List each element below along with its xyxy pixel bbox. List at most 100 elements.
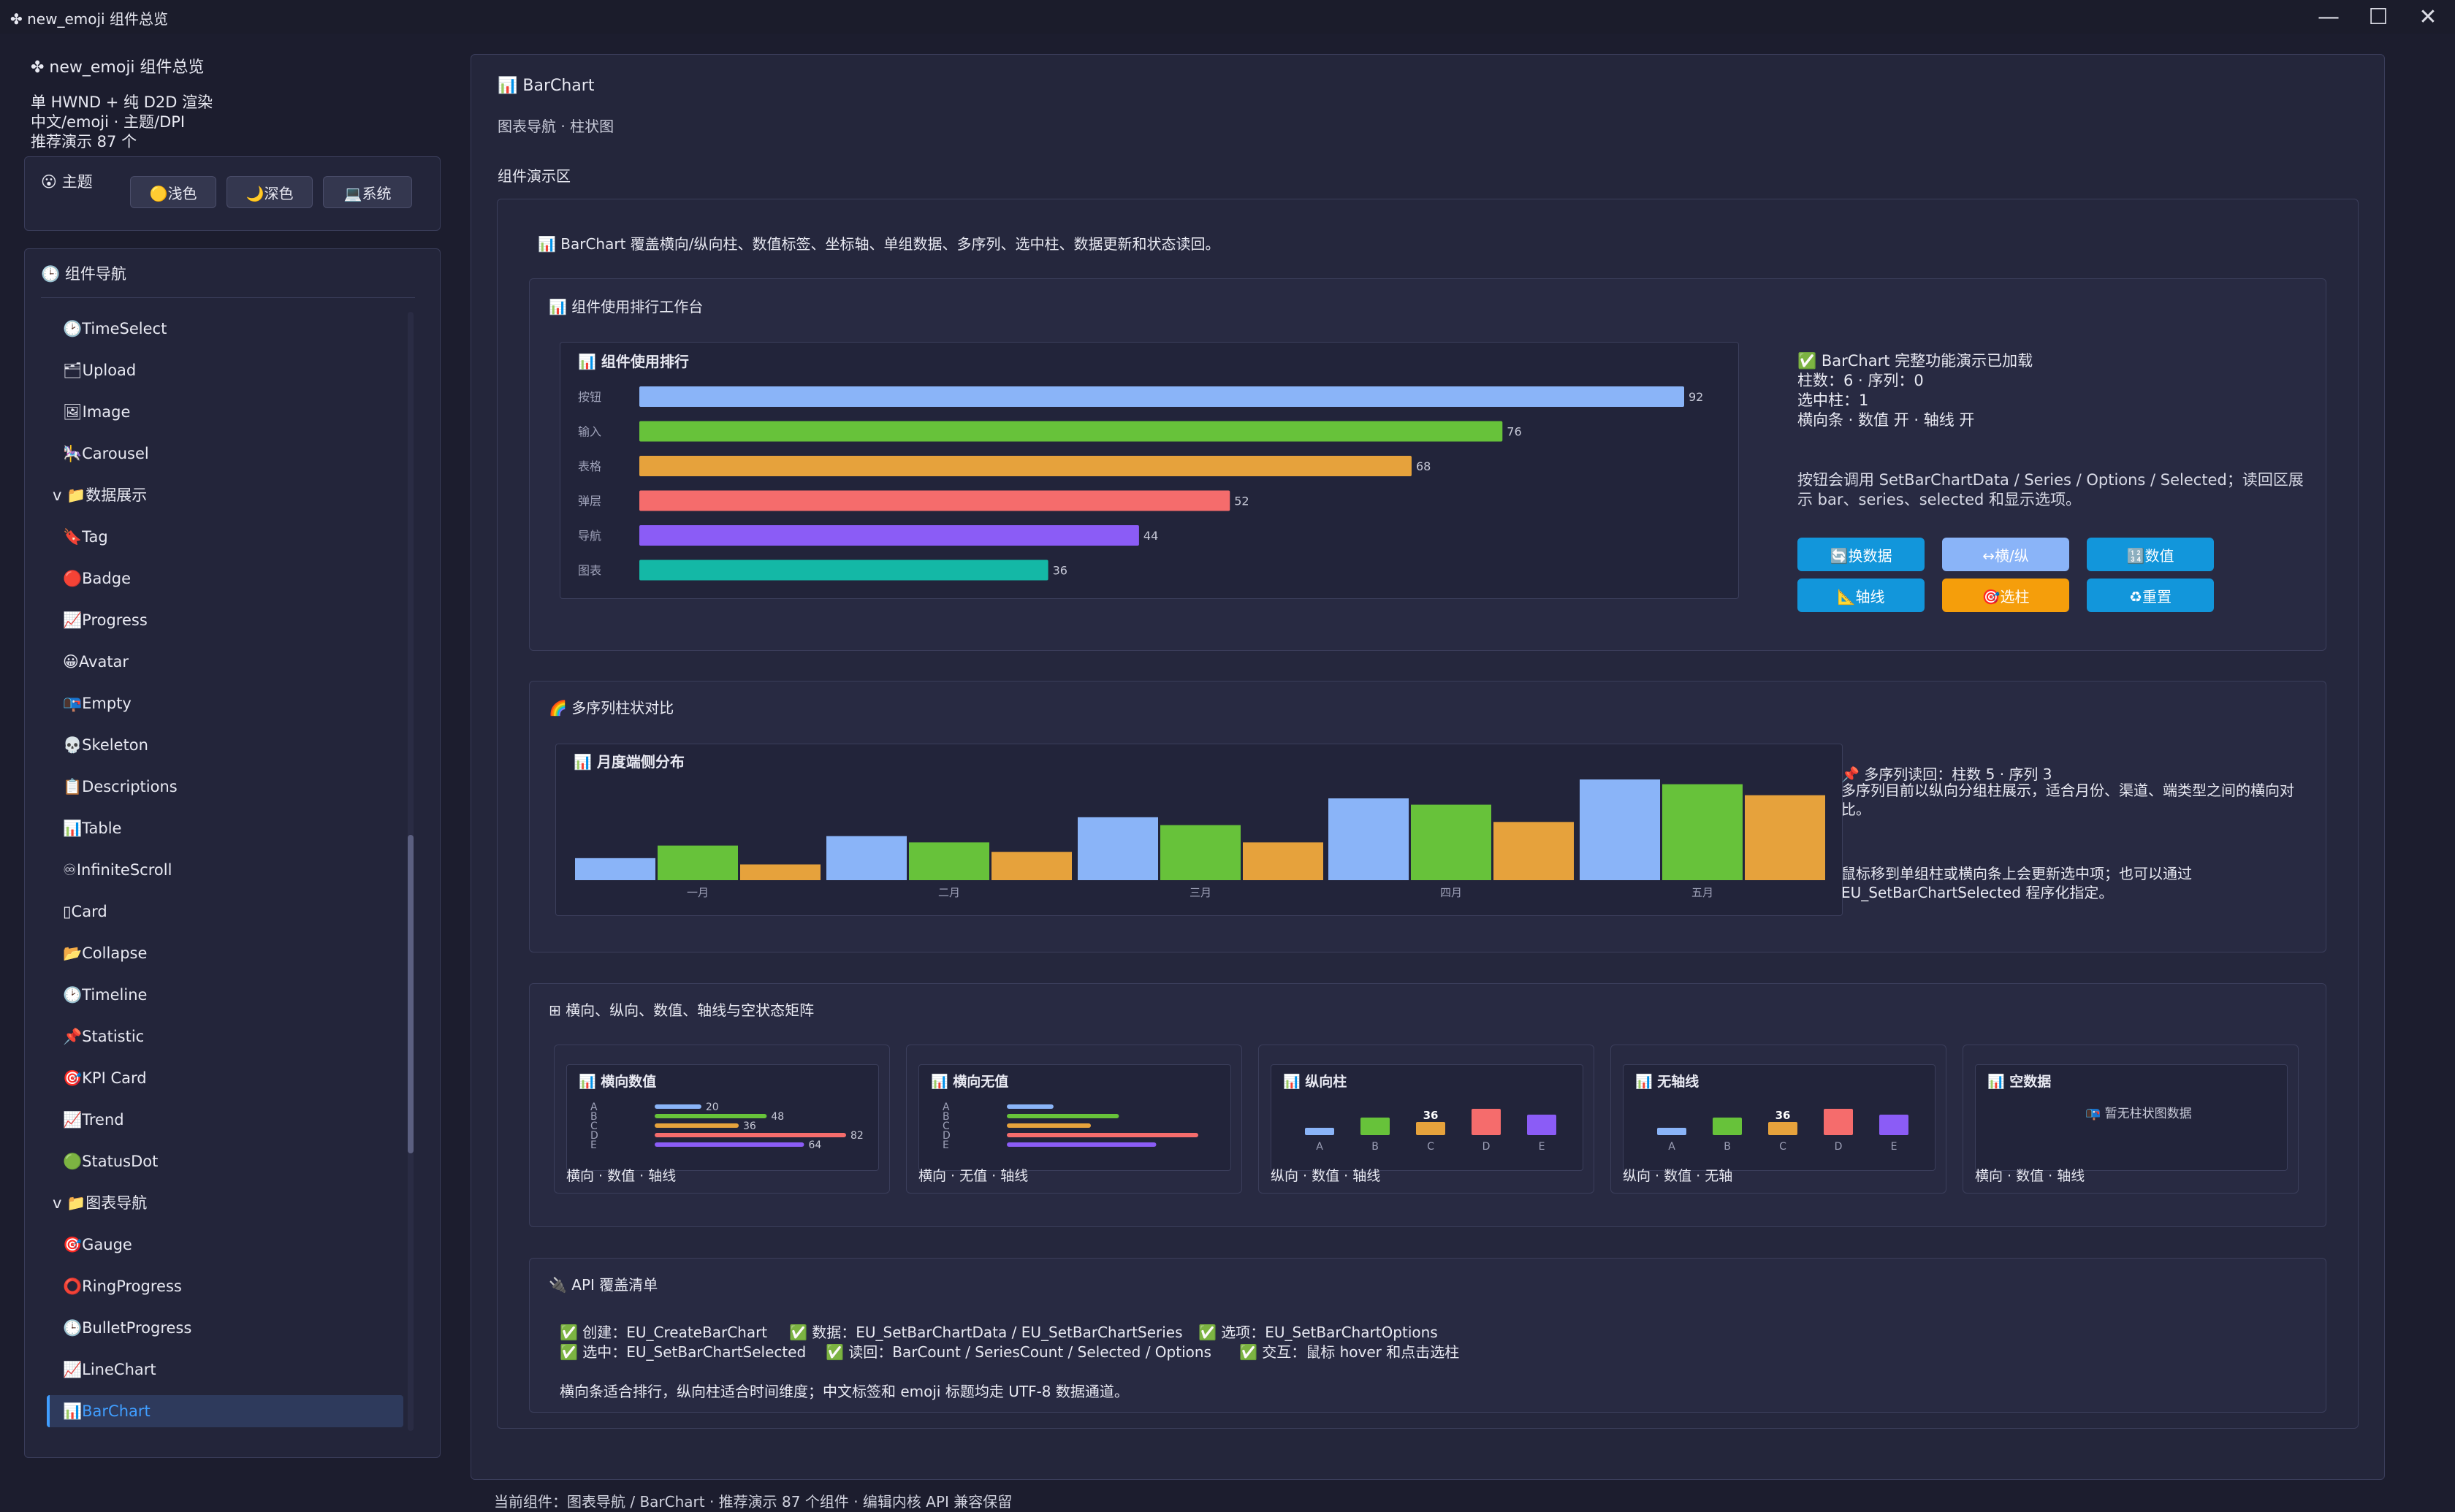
rank-bar	[639, 525, 1139, 546]
orientation-button[interactable]: ↔横/纵	[1942, 538, 2069, 571]
matrix-category-label: B	[943, 1111, 950, 1123]
matrix-bar	[1657, 1128, 1686, 1135]
rank-bar	[639, 421, 1503, 442]
matrix-category-label: C	[590, 1120, 598, 1132]
nav-item[interactable]: 🔖Tag	[63, 528, 108, 546]
api-interaction: ✅ 交互：鼠标 hover 和点击选柱	[1239, 1343, 1460, 1361]
matrix-category-label: B	[1371, 1141, 1379, 1153]
nav-item[interactable]: ♾InfiniteScroll	[63, 861, 172, 879]
theme-light-button[interactable]: 🟡浅色	[130, 176, 216, 208]
matrix-bar	[1472, 1109, 1501, 1135]
nav-item[interactable]: 🎠Carousel	[63, 445, 149, 462]
swap-data-button[interactable]: 🔄换数据	[1797, 538, 1925, 571]
nav-item[interactable]: 🕒BulletProgress	[63, 1319, 192, 1337]
nav-item[interactable]: 📈Trend	[63, 1111, 124, 1129]
nav-category[interactable]: v 📁图表导航	[53, 1194, 148, 1212]
close-button[interactable]: ✕	[2418, 4, 2437, 30]
nav-item[interactable]: 📭Empty	[63, 695, 132, 712]
demo-area-label: 组件演示区	[498, 167, 571, 185]
matrix-bar	[1416, 1122, 1445, 1135]
app-info-count: 推荐演示 87 个	[31, 133, 137, 150]
rank-chart-title: 📊 组件使用排行	[578, 353, 689, 370]
matrix-card-1: 📊 横向数值 A 20 B 48 C 36 D 82 E 64 横向 · 数值 · 轴线	[554, 1045, 890, 1194]
matrix-bar	[1007, 1123, 1092, 1128]
month-chart-title: 📊 月度端侧分布	[574, 753, 685, 771]
month-bar	[1493, 822, 1574, 880]
nav-scrollbar-thumb[interactable]	[408, 835, 414, 1153]
nav-item[interactable]: ⭕RingProgress	[63, 1278, 182, 1295]
api-note: 横向条适合排行，纵向柱适合时间维度；中文标签和 emoji 标题均走 UTF-8…	[560, 1383, 1129, 1400]
month-bar	[740, 864, 821, 880]
matrix-caption: 纵向 · 数值 · 轴线	[1271, 1168, 1381, 1184]
nav-item[interactable]: 😀Avatar	[63, 653, 129, 671]
window-title: ✤ new_emoji 组件总览	[10, 10, 168, 28]
matrix-bar	[1007, 1133, 1198, 1137]
matrix-mini-chart: 📊 无轴线 A B C 36 D E	[1623, 1064, 1936, 1171]
nav-title: 🕒 组件导航	[41, 265, 126, 283]
matrix-caption: 横向 · 数值 · 轴线	[566, 1168, 677, 1184]
nav-item[interactable]: 🟢StatusDot	[63, 1153, 159, 1170]
nav-divider	[41, 297, 415, 298]
rank-bar	[639, 490, 1230, 511]
nav-item[interactable]: 📊Table	[63, 820, 122, 837]
rank-value-label: 36	[1053, 564, 1067, 578]
nav-item[interactable]: 📌Statistic	[63, 1028, 145, 1045]
rank-category-label: 按钮	[578, 390, 601, 404]
nav-item[interactable]: 🖼Image	[63, 403, 131, 421]
select-bar-button[interactable]: 🎯选柱	[1942, 579, 2069, 612]
theme-dark-button[interactable]: 🌙深色	[227, 176, 313, 208]
month-category-label: 五月	[1691, 886, 1713, 899]
nav-item[interactable]: 🕑TimeSelect	[63, 320, 167, 337]
month-bar	[1328, 798, 1409, 880]
axis-toggle-button[interactable]: 📐轴线	[1797, 579, 1925, 612]
nav-scrollbar-track[interactable]	[408, 312, 414, 1431]
matrix-chart-title: 📊 无轴线	[1635, 1074, 1700, 1090]
nav-item[interactable]: 📂Collapse	[63, 944, 148, 962]
nav-item[interactable]: 🎯KPI Card	[63, 1069, 147, 1087]
theme-panel: 😮 主题 🟡浅色 🌙深色 💻系统	[24, 156, 441, 231]
nav-item[interactable]: 📊BarChart	[63, 1402, 151, 1420]
nav-item[interactable]: 📈Progress	[63, 611, 148, 629]
multi-info-readback: 📌 多序列读回：柱数 5 · 序列 3	[1841, 765, 2052, 783]
month-bar	[1411, 804, 1491, 880]
intro-text: 📊 BarChart 覆盖横向/纵向柱、数值标签、坐标轴、单组数据、多序列、选中…	[538, 235, 1220, 253]
nav-item[interactable]: 💀Skeleton	[63, 736, 148, 754]
nav-item[interactable]: ▯Card	[63, 903, 107, 920]
matrix-category-label: C	[1427, 1141, 1434, 1153]
rank-chart-svg: 按钮 92 输入 76 表格 68 弹层 52 导航 44 图表 36	[578, 386, 1703, 581]
matrix-category-label: D	[1482, 1141, 1491, 1153]
nav-item[interactable]: 🎯Gauge	[63, 1236, 132, 1253]
nav-item[interactable]: 🔴Badge	[63, 570, 132, 587]
matrix-mini-chart: 📊 空数据 📭 暂无柱状图数据	[1975, 1064, 2288, 1171]
theme-system-button[interactable]: 💻系统	[323, 176, 412, 208]
status-counts: 柱数：6 · 序列：0	[1797, 372, 1924, 389]
minimize-button[interactable]: —	[2318, 4, 2340, 30]
nav-category[interactable]: v 📁数据展示	[53, 486, 148, 504]
app-title: ✤ new_emoji 组件总览	[31, 58, 205, 77]
nav-item[interactable]: 🗂Upload	[63, 362, 137, 379]
nav-item[interactable]: 🕑Timeline	[63, 986, 148, 1004]
reset-button[interactable]: ♻重置	[2087, 579, 2214, 612]
nav-item[interactable]: 📋Descriptions	[63, 778, 178, 795]
workbench-title: 📊 组件使用排行工作台	[549, 298, 704, 316]
matrix-bar	[1007, 1114, 1119, 1118]
matrix-category-label: B	[1724, 1141, 1731, 1153]
matrix-mini-chart: 📊 横向数值 A 20 B 48 C 36 D 82 E 64	[566, 1064, 879, 1171]
month-bar	[1160, 825, 1241, 880]
matrix-card-4: 📊 无轴线 A B C 36 D E 纵向 · 数值 · 无轴	[1610, 1045, 1946, 1194]
breadcrumb: 图表导航 · 柱状图	[498, 118, 614, 135]
theme-label: 😮 主题	[41, 173, 93, 191]
nav-item[interactable]: 📈LineChart	[63, 1361, 156, 1378]
month-bar	[1243, 842, 1323, 880]
matrix-value-label: 48	[771, 1111, 784, 1123]
matrix-category-label: D	[1835, 1141, 1843, 1153]
maximize-button[interactable]: ☐	[2368, 4, 2389, 30]
status-desc: 按钮会调用 SetBarChartData / Series / Options…	[1797, 471, 2304, 508]
status-selected: 选中柱：1	[1797, 392, 1869, 409]
month-bar	[1662, 784, 1743, 880]
matrix-chart-svg: A B C 36 D E	[1657, 1109, 1908, 1153]
status-title: ✅ BarChart 完整功能演示已加载	[1797, 352, 2033, 370]
matrix-category-label: E	[1539, 1141, 1545, 1153]
values-toggle-button[interactable]: 🔢数值	[2087, 538, 2214, 571]
api-create: ✅ 创建：EU_CreateBarChart	[560, 1324, 768, 1341]
